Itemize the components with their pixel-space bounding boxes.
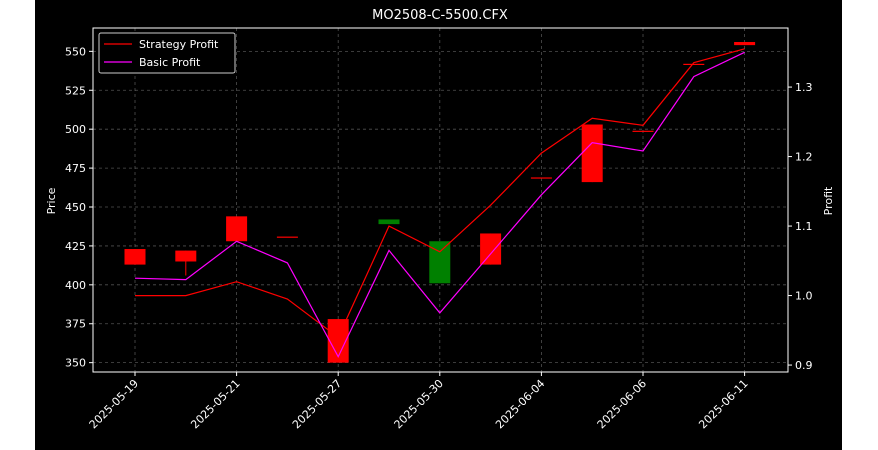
candle-body [581, 124, 603, 183]
grid-lines [93, 28, 788, 372]
candle-body [327, 319, 349, 363]
candles-layer [124, 42, 756, 363]
candle-body [378, 219, 400, 225]
candle-body [226, 216, 248, 242]
x-tick-label: 2025-06-04 [493, 377, 547, 431]
x-tick-label: 2025-05-27 [290, 377, 344, 431]
candle-body [734, 42, 756, 46]
legend-label-strategy-profit: Strategy Profit [139, 38, 219, 51]
y-tick-label-left: 450 [65, 201, 86, 214]
candle-body [124, 249, 146, 265]
candle-body [480, 233, 502, 265]
y-axis-ticks-right: 0.9 1.0 1.1 1.2 1.3 [788, 81, 813, 372]
y-tick-label-left: 375 [65, 318, 86, 331]
x-tick-label: 2025-06-11 [696, 377, 750, 431]
candle-body [175, 250, 197, 262]
candle-body [683, 63, 705, 66]
candle-body [632, 130, 654, 132]
y-tick-label-left: 400 [65, 279, 86, 292]
chart-title: MO2508-C-5500.CFX [372, 8, 508, 23]
legend: Strategy Profit Basic Profit [98, 32, 236, 74]
y-axis-ticks-left: 350 375 400 425 450 475 500 525 550 [65, 45, 93, 370]
legend-box [98, 32, 236, 74]
y-tick-label-left: 350 [65, 357, 86, 370]
y-tick-label-left: 525 [65, 84, 86, 97]
y-tick-label-left: 475 [65, 162, 86, 175]
x-tick-label: 2025-05-30 [392, 377, 446, 431]
y-axis-label-left: Price [45, 187, 58, 214]
series-line-basic-profit [134, 51, 745, 359]
chart-background [35, 0, 842, 450]
y-tick-label-left: 550 [65, 45, 86, 58]
x-axis-ticks: 2025-05-19 2025-05-21 2025-05-27 2025-05-30… [87, 372, 751, 431]
series-lines-layer [134, 48, 745, 359]
y-tick-label-right: 1.1 [795, 220, 813, 233]
candle-body [530, 177, 552, 179]
x-tick-label: 2025-05-19 [87, 377, 141, 431]
candle-body [429, 241, 451, 284]
x-tick-label: 2025-05-21 [188, 377, 242, 431]
y-tick-label-left: 500 [65, 123, 86, 136]
x-tick-label: 2025-06-06 [595, 377, 649, 431]
y-tick-label-right: 1.2 [795, 151, 813, 164]
legend-label-basic-profit: Basic Profit [139, 56, 201, 69]
y-tick-label-right: 0.9 [795, 359, 813, 372]
y-tick-label-right: 1.0 [795, 290, 813, 303]
candle-body [276, 236, 298, 238]
y-tick-label-right: 1.3 [795, 81, 813, 94]
series-line-strategy-profit [135, 48, 745, 339]
y-tick-label-left: 425 [65, 240, 86, 253]
plot-frame [92, 27, 789, 373]
y-axis-label-right: Profit [822, 186, 835, 215]
